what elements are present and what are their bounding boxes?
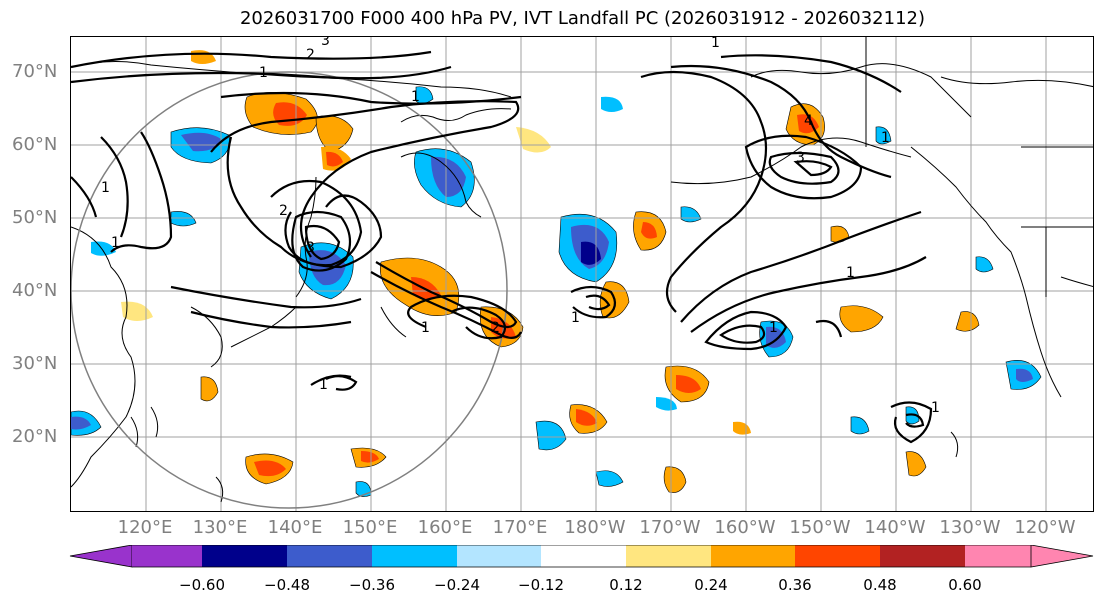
pv-anomaly-negative	[170, 211, 197, 227]
lat-label-30: 30°N	[12, 353, 58, 374]
lat-label-50: 50°N	[12, 207, 58, 228]
contour-label: 2	[491, 320, 500, 336]
contour-label: 1	[846, 265, 855, 281]
colorbar-tick: 0.60	[948, 576, 982, 594]
colorbar-segment	[965, 545, 1031, 567]
map-panel: 1 2 3 1 2 3 1 1 1 2 1 1 1 4 3 1 1 1 1	[70, 36, 1094, 512]
colorbar-tick: −0.24	[434, 576, 480, 594]
contour-label: 1	[411, 89, 420, 105]
map-canvas: 1 2 3 1 2 3 1 1 1 2 1 1 1 4 3 1 1 1 1	[71, 37, 1093, 511]
lon-label-150w: 150°W	[789, 517, 851, 538]
colorbar-extend-low	[69, 545, 133, 568]
contour-label: 1	[571, 310, 580, 326]
colorbar-tick: −0.36	[349, 576, 395, 594]
contour-label: 1	[421, 320, 430, 336]
colorbar-segment	[626, 545, 711, 567]
lat-label-20: 20°N	[12, 426, 58, 447]
contour-label: 1	[769, 320, 778, 336]
contour-label: 3	[306, 240, 315, 256]
colorbar-segment	[372, 545, 457, 567]
pv-anomaly-positive	[905, 451, 927, 477]
colorbar-tick: −0.12	[518, 576, 564, 594]
lon-label-180w: 180°W	[564, 517, 626, 538]
lon-label-140e: 140°E	[267, 517, 323, 538]
contour-label: 2	[306, 47, 315, 63]
lat-label-60: 60°N	[12, 134, 58, 155]
colorbar-tick: −0.48	[264, 576, 310, 594]
contour-label: 1	[319, 377, 328, 393]
colorbar-segment	[287, 545, 372, 567]
colorbar-tick: −0.60	[179, 576, 225, 594]
lon-label-120e: 120°E	[117, 517, 173, 538]
lat-label-40: 40°N	[12, 280, 58, 301]
pv-anomaly-positive	[955, 311, 980, 332]
colorbar-segment	[457, 545, 541, 567]
contour-label: 4	[804, 113, 813, 129]
lat-label-70: 70°N	[12, 61, 58, 82]
colorbar-tick: 0.48	[863, 576, 897, 594]
colorbar-segment	[202, 545, 287, 567]
contour-label: 1	[259, 65, 268, 81]
pv-anomaly-positive	[839, 305, 884, 333]
colorbar-segment	[132, 545, 202, 567]
pv-anomaly-negative	[535, 420, 567, 451]
lon-label-130w: 130°W	[939, 517, 1001, 538]
pv-anomaly-negative	[875, 126, 892, 145]
pv-anomaly-negative	[850, 416, 870, 435]
range-circle	[71, 71, 508, 509]
colorbar-segment	[711, 545, 795, 567]
pv-anomaly-positive	[315, 115, 354, 153]
pv-anomaly-negative	[595, 470, 624, 487]
lon-label-160e: 160°E	[417, 517, 473, 538]
lon-label-120w: 120°W	[1014, 517, 1076, 538]
colorbar	[69, 545, 1094, 568]
coastlines	[71, 37, 1093, 503]
colorbar-segment	[541, 545, 626, 567]
lon-label-140w: 140°W	[864, 517, 926, 538]
colorbar-tick: 0.12	[609, 576, 643, 594]
pv-anomaly-negative	[680, 206, 702, 223]
lon-label-160w: 160°W	[714, 517, 776, 538]
lon-label-150e: 150°E	[342, 517, 398, 538]
colorbar-extend-high	[1030, 545, 1094, 568]
contour-label: 1	[881, 130, 890, 146]
pv-anomaly-negative	[975, 256, 994, 273]
lon-label-170w: 170°W	[639, 517, 701, 538]
pv-anomaly-positive	[200, 376, 219, 402]
pv-anomaly-positive	[663, 466, 687, 493]
lon-label-130e: 130°E	[192, 517, 248, 538]
contour-label: 1	[101, 180, 110, 196]
ivt-contours	[71, 50, 933, 444]
pv-anomaly-positive	[516, 127, 551, 153]
colorbar-segment	[880, 545, 965, 567]
contour-label: 2	[279, 203, 288, 219]
contour-label: 1	[111, 235, 120, 251]
colorbar-tick: 0.36	[778, 576, 812, 594]
lon-label-170e: 170°E	[492, 517, 548, 538]
contour-label: 3	[321, 37, 330, 49]
map-title: 2026031700 F000 400 hPa PV, IVT Landfall…	[239, 8, 926, 29]
colorbar-tick: 0.24	[694, 576, 728, 594]
contour-label: 3	[796, 150, 805, 166]
contour-label: 1	[931, 400, 940, 416]
contour-label: 1	[711, 37, 720, 51]
colorbar-segment	[795, 545, 880, 567]
